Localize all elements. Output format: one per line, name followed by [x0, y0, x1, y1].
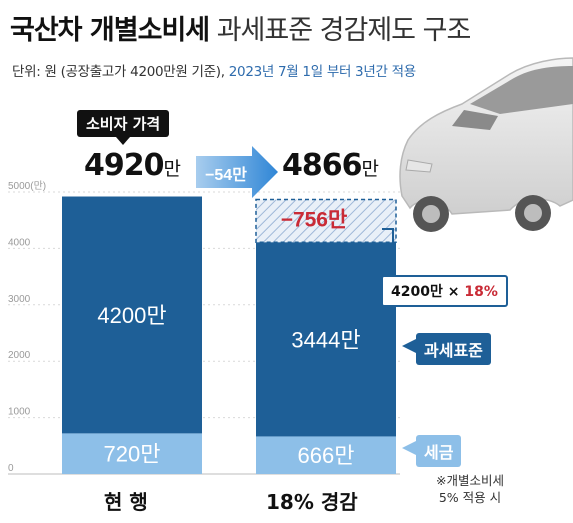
footnote: ※개별소비세 5% 적용 시: [436, 472, 504, 506]
tax-tag: 세금: [416, 435, 462, 467]
calc-base: 4200만: [391, 284, 443, 300]
difference-arrow: −54만: [196, 146, 278, 198]
y-tick-label-4000: 4000: [8, 237, 31, 248]
y-axis: 0 1000 2000 3000 4000 5000(만): [8, 180, 46, 474]
bar-reduction-1: [255, 198, 397, 243]
subtitle: 단위: 원 (공장출고가 4200만원 기준), 2023년 7월 1일 부터 …: [12, 60, 416, 80]
bar-taxbase-1: [256, 242, 396, 437]
calc-percent: 18%: [464, 284, 498, 300]
tax-base-pointer: [402, 339, 416, 353]
subtitle-unit: 단위: 원 (공장출고가 4200만원 기준),: [12, 64, 225, 80]
bar-tax-0: [62, 433, 202, 474]
bar-tax-label-0: 720만: [104, 442, 161, 467]
footnote-line2: 5% 적용 시: [438, 490, 502, 505]
tax-pointer: [402, 441, 416, 455]
tax-base-tag: 과세표준: [416, 333, 491, 365]
footnote-line1: ※개별소비세: [436, 473, 504, 488]
after-price-unit: 만: [361, 158, 380, 180]
page-title: 국산차 개별소비세 과세표준 경감제도 구조: [10, 8, 472, 47]
bar-tax-1: [256, 436, 396, 474]
after-price: 4866만: [282, 148, 380, 183]
before-price-value: 4920: [84, 148, 164, 183]
before-price-unit: 만: [163, 158, 182, 180]
difference-label: −54만: [205, 166, 247, 184]
bars: 720만 4200만 666만 3444만 −756만: [62, 196, 397, 474]
y-tick-label-3000: 3000: [8, 294, 31, 305]
y-tick-label-2000: 2000: [8, 350, 31, 361]
bar-taxbase-label-1: 3444만: [291, 327, 360, 352]
subtitle-date: 2023년 7월 1일 부터 3년간 적용: [228, 64, 416, 80]
after-price-value: 4866: [282, 148, 362, 183]
title-normal: 과세표준 경감제도 구조: [216, 15, 472, 46]
calculation-box: 4200만 × 18%: [381, 275, 508, 307]
consumer-price-label: 소비자 가격: [77, 110, 170, 145]
bar-reduction-label-1: −756만: [281, 209, 348, 232]
car-illustration: [399, 57, 573, 232]
title-bold: 국산차 개별소비세: [10, 15, 210, 46]
reduction-connector: [382, 228, 394, 275]
bar-taxbase-0: [62, 196, 202, 434]
category-label-current: 현 행: [104, 490, 148, 514]
bar-taxbase-label-0: 4200만: [97, 303, 166, 328]
y-tick-label-0: 0: [8, 463, 14, 474]
before-price: 4920만: [84, 148, 182, 183]
category-label-reduced: 18% 경감: [266, 490, 358, 514]
y-tick-label-1000: 1000: [8, 407, 31, 418]
calc-times: ×: [447, 284, 460, 300]
y-tick-label-5000: 5000(만): [8, 180, 46, 192]
bar-tax-label-1: 666만: [298, 443, 355, 468]
